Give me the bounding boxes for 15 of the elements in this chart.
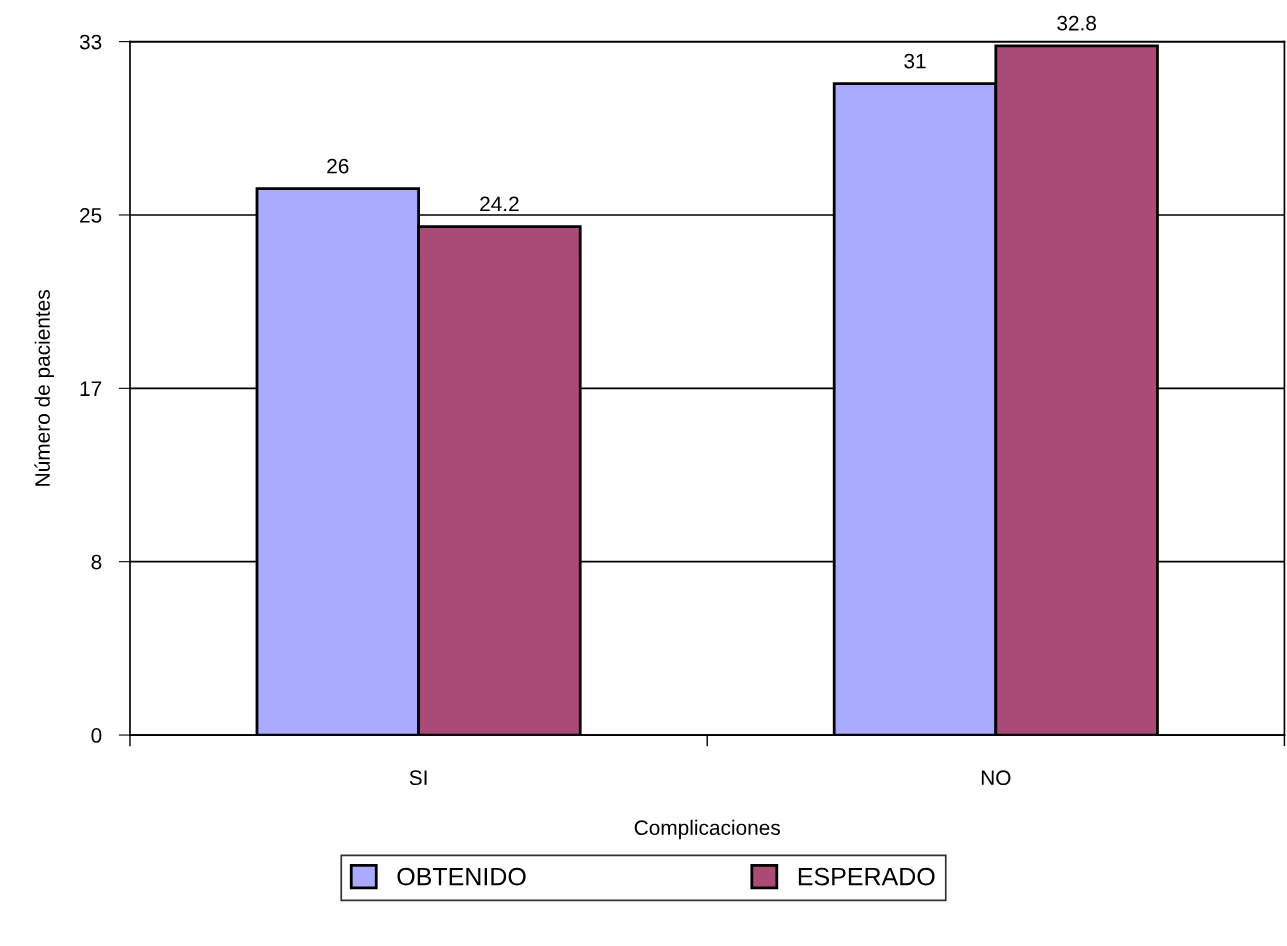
data-label: 26: [327, 158, 349, 174]
data-label: 32.8: [1057, 15, 1096, 31]
legend-label: OBTENIDO: [397, 867, 526, 886]
data-label: 31: [904, 53, 926, 69]
x-tick-label: NO: [981, 770, 1011, 786]
y-tick-label: 8: [91, 554, 102, 570]
y-axis-title: Número de pacientes: [34, 290, 55, 486]
y-tick-label: 25: [80, 207, 102, 223]
x-axis-title: Complicaciones: [634, 819, 780, 840]
y-tick-label: 33: [79, 34, 102, 50]
y-tick-label: 17: [80, 381, 102, 396]
data-label: 24.2: [480, 196, 519, 212]
x-tick-label: SI: [409, 770, 427, 786]
y-tick-label: 0: [91, 728, 102, 743]
legend-label: ESPERADO: [798, 867, 935, 886]
